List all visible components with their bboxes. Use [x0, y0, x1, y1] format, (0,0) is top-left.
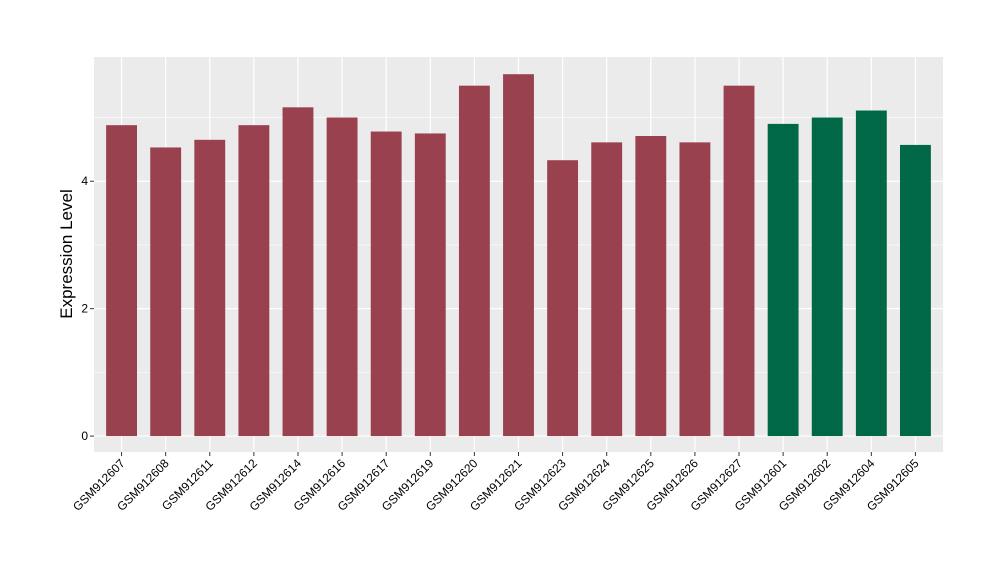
y-tick-label: 4 [81, 174, 88, 188]
bar-GSM912607 [106, 125, 138, 437]
bar-GSM912616 [326, 117, 358, 437]
bar-GSM912623 [547, 160, 579, 437]
x-axis: GSM912607GSM912608GSM912611GSM912612GSM9… [70, 452, 922, 514]
y-axis-title: Expression Level [57, 189, 76, 318]
y-tick-label: 2 [81, 302, 88, 316]
bars [106, 74, 931, 437]
bar-GSM912604 [855, 110, 887, 437]
bar-GSM912625 [635, 136, 667, 437]
bar-GSM912608 [150, 147, 182, 437]
bar-GSM912621 [503, 74, 534, 437]
bar-GSM912601 [767, 123, 799, 437]
bar-GSM912627 [723, 85, 755, 437]
bar-GSM912602 [811, 117, 843, 437]
bar-GSM912605 [899, 144, 931, 437]
bar-GSM912617 [370, 131, 402, 437]
y-axis: 0 2 4 [81, 174, 94, 443]
y-tick-label: 0 [81, 429, 88, 443]
bar-GSM912614 [282, 107, 314, 437]
bar-GSM912619 [414, 133, 446, 437]
bar-GSM912620 [458, 85, 490, 437]
bar-GSM912624 [591, 142, 623, 437]
bar-GSM912611 [194, 139, 226, 437]
bar-GSM912612 [238, 125, 270, 437]
bar-GSM912626 [679, 142, 711, 437]
